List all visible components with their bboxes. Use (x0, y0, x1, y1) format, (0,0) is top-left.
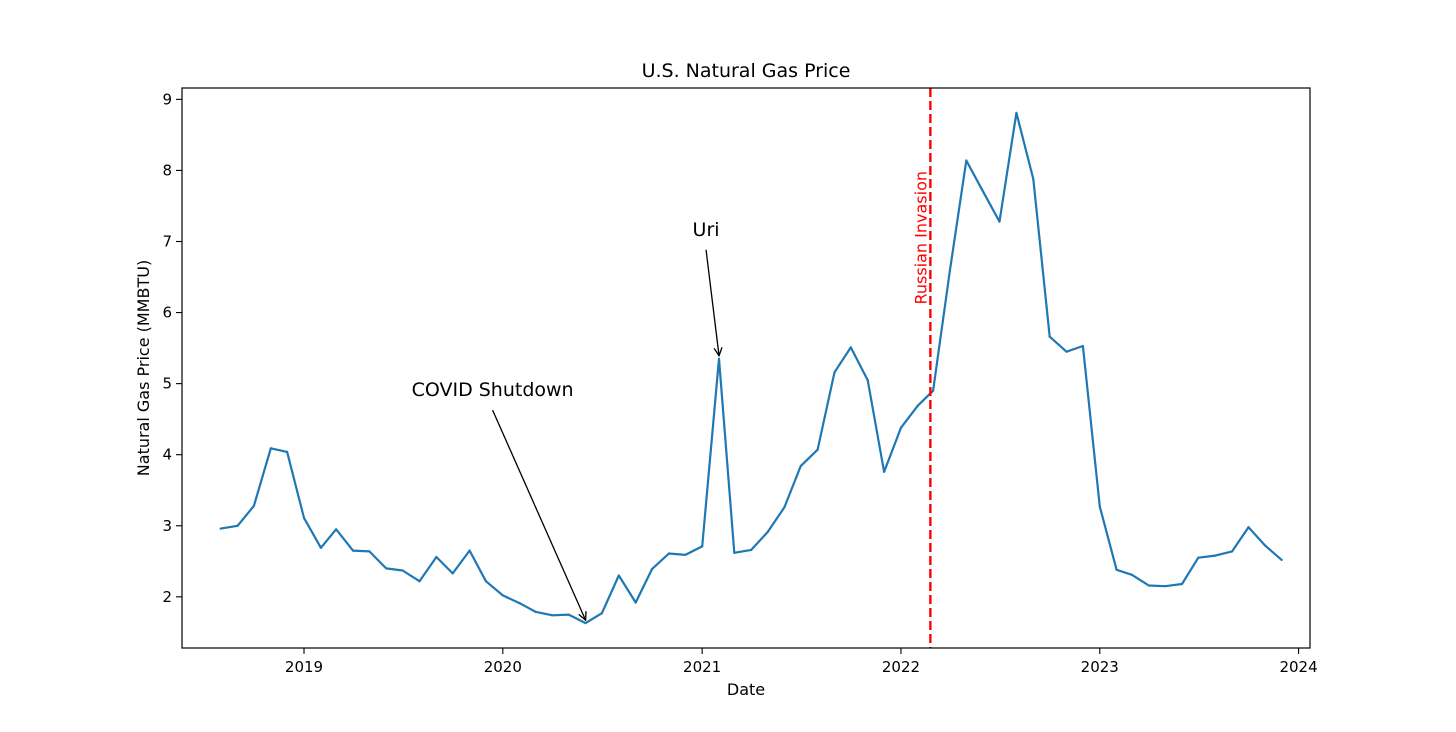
data-point (368, 550, 371, 553)
data-point (252, 504, 255, 507)
data-point (219, 527, 222, 530)
data-point (799, 464, 802, 468)
data-point (634, 601, 637, 604)
x-axis-label: Date (727, 680, 765, 699)
price-series-line (220, 111, 1283, 625)
data-point (302, 516, 306, 520)
data-point (418, 580, 421, 583)
annotation-arrow (492, 409, 586, 620)
data-point (1197, 556, 1200, 559)
axes-frame (181, 87, 1311, 649)
data-point (236, 524, 239, 527)
data-point (600, 612, 604, 615)
data-point (335, 528, 338, 531)
annotation-label: Uri (693, 219, 720, 241)
data-point (833, 371, 836, 374)
y-tick-label: 6 (162, 304, 172, 322)
y-tick-label: 2 (162, 588, 172, 606)
data-point (849, 346, 852, 349)
data-point (584, 622, 587, 625)
data-point (1264, 544, 1267, 547)
data-point (501, 594, 504, 597)
data-point (1214, 554, 1217, 557)
x-tick-label: 2022 (882, 658, 920, 676)
data-point (1147, 584, 1150, 587)
data-point (534, 610, 537, 613)
annotation-arrow (705, 249, 719, 356)
data-point (882, 470, 886, 473)
data-point (1098, 505, 1101, 508)
data-point (1280, 558, 1283, 561)
data-point (385, 567, 388, 570)
data-point (916, 404, 919, 407)
data-point (269, 447, 272, 450)
data-point (484, 580, 488, 583)
data-point (948, 268, 952, 272)
data-point (1065, 350, 1068, 353)
data-point (998, 220, 1001, 223)
x-axis-ticks: 2019 2020 2021 2022 2023 2024 (285, 648, 1318, 676)
data-point (965, 159, 968, 162)
data-point (667, 552, 671, 555)
data-point (717, 357, 721, 360)
y-tick-label: 3 (162, 517, 172, 535)
data-point (551, 614, 554, 617)
data-point (684, 553, 687, 557)
data-point (650, 568, 654, 571)
chart-title: U.S. Natural Gas Price (642, 60, 851, 82)
data-point (468, 549, 471, 552)
data-point (733, 551, 736, 554)
data-point (783, 506, 786, 509)
y-tick-label: 5 (162, 375, 172, 393)
data-point (816, 448, 819, 451)
plot-area: Russian Invasion COVID Shutdown Uri (219, 88, 1283, 648)
data-point (1081, 344, 1084, 348)
x-tick-label: 2021 (683, 658, 721, 676)
y-tick-label: 8 (162, 161, 172, 179)
data-point (982, 190, 985, 193)
data-point (1164, 585, 1167, 588)
x-tick-label: 2024 (1279, 658, 1317, 676)
data-point (866, 378, 869, 382)
data-point (1015, 111, 1018, 114)
x-tick-label: 2020 (484, 658, 522, 676)
y-tick-label: 7 (162, 233, 172, 251)
data-point (451, 572, 454, 575)
data-point (518, 602, 521, 605)
annotation-label: COVID Shutdown (412, 379, 574, 401)
data-point (435, 555, 438, 559)
y-tick-label: 9 (162, 90, 172, 108)
data-point (1180, 582, 1184, 586)
data-point (1130, 573, 1133, 576)
data-point (1048, 335, 1051, 338)
data-point (567, 613, 570, 616)
data-point (286, 450, 289, 453)
x-tick-label: 2019 (285, 658, 323, 676)
data-point (319, 546, 322, 549)
data-point (899, 426, 903, 429)
data-point (617, 574, 620, 577)
data-point (701, 545, 704, 548)
russian-invasion-label: Russian Invasion (911, 171, 930, 305)
data-point (750, 548, 753, 552)
data-point (1231, 550, 1234, 553)
data-point (351, 549, 355, 552)
y-tick-label: 4 (162, 446, 172, 464)
data-point (931, 389, 935, 392)
data-point (1247, 526, 1250, 529)
y-axis-ticks: 2 3 4 5 6 7 8 9 (162, 90, 182, 606)
x-tick-label: 2023 (1081, 658, 1119, 676)
data-point (766, 531, 769, 534)
data-point (1115, 568, 1118, 571)
data-point (1032, 177, 1035, 181)
data-point (401, 569, 404, 572)
y-axis-label: Natural Gas Price (MMBTU) (134, 260, 153, 476)
